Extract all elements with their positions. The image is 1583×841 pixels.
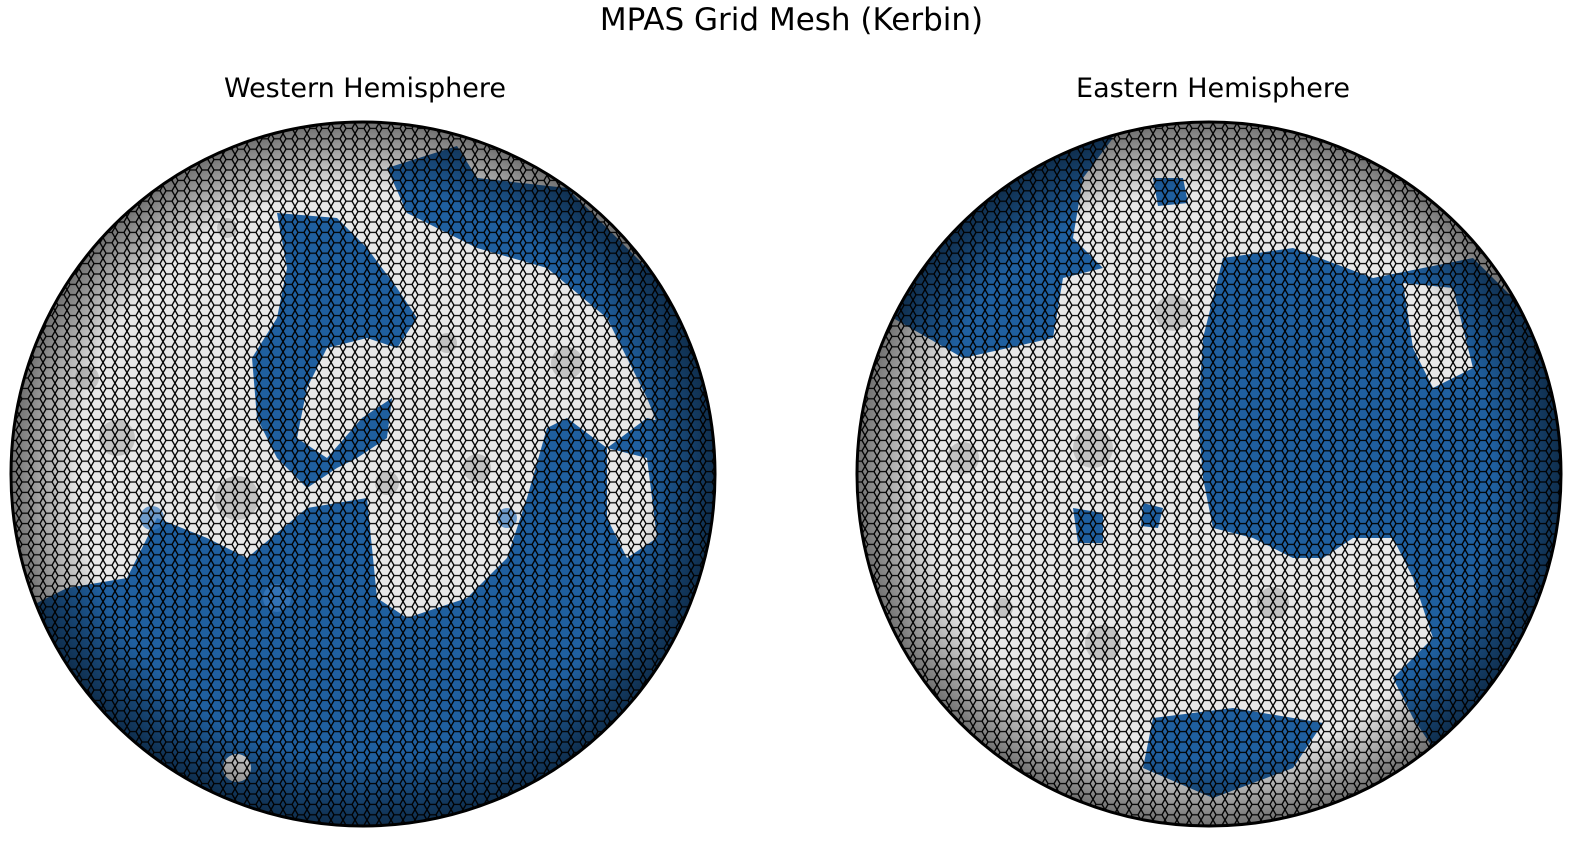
- western-globe-svg: [9, 120, 717, 828]
- eastern-hemisphere-globe: [853, 118, 1565, 830]
- eastern-globe-svg: [855, 120, 1563, 828]
- eastern-hemisphere-title: Eastern Hemisphere: [1076, 73, 1350, 104]
- western-panel: Western Hemisphere: [5, 70, 725, 108]
- western-hemisphere-globe: [7, 118, 719, 830]
- limb-shading: [857, 122, 1561, 826]
- globe-outline: [9, 120, 717, 828]
- globe-outline: [855, 120, 1563, 828]
- western-hemisphere-title: Western Hemisphere: [223, 73, 507, 104]
- limb-shading: [11, 122, 715, 826]
- figure-title: MPAS Grid Mesh (Kerbin): [599, 2, 984, 38]
- eastern-panel: Eastern Hemisphere: [853, 70, 1573, 108]
